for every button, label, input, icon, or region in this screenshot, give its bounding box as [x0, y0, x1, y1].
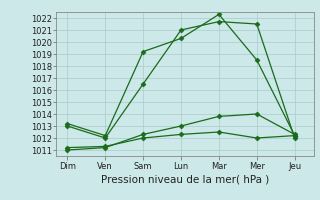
X-axis label: Pression niveau de la mer( hPa ): Pression niveau de la mer( hPa ) [101, 175, 269, 185]
